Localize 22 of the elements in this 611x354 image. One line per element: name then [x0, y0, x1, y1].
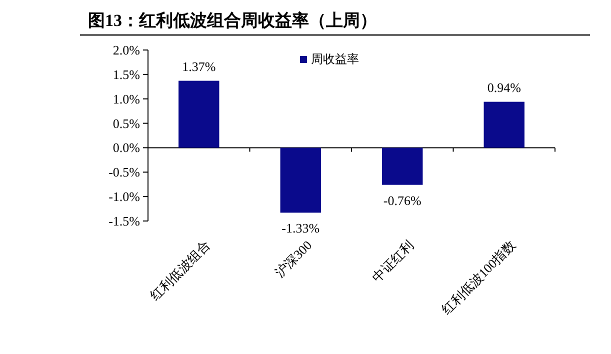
chart-title: 图13：红利低波组合周收益率（上周）: [88, 11, 377, 30]
y-tick-label: 0.5%: [112, 116, 140, 131]
y-tick-label: 2.0%: [112, 42, 140, 58]
data-label: 0.94%: [487, 80, 522, 95]
x-tick-label: 沪深300: [272, 238, 315, 280]
x-tick-label: 红利低波100指数: [438, 238, 518, 318]
data-label: 1.37%: [182, 58, 216, 74]
bar: [280, 148, 321, 213]
x-tick-label: 中证红利: [369, 238, 416, 285]
y-tick-label: 1.0%: [112, 91, 140, 106]
data-label: -1.33%: [282, 220, 320, 236]
y-tick-label: 0.0%: [112, 140, 140, 156]
data-label: -0.76%: [383, 192, 422, 208]
bar: [178, 80, 220, 148]
y-tick-label: -1.0%: [108, 189, 140, 204]
x-tick-label: 红利低波组合: [147, 238, 213, 304]
legend-label: 周收益率: [311, 52, 359, 66]
y-tick-label: -1.5%: [108, 214, 140, 228]
y-tick-label: -0.5%: [108, 164, 140, 180]
bar: [484, 102, 524, 148]
y-tick-label: 1.5%: [112, 66, 140, 82]
bar: [382, 148, 423, 185]
